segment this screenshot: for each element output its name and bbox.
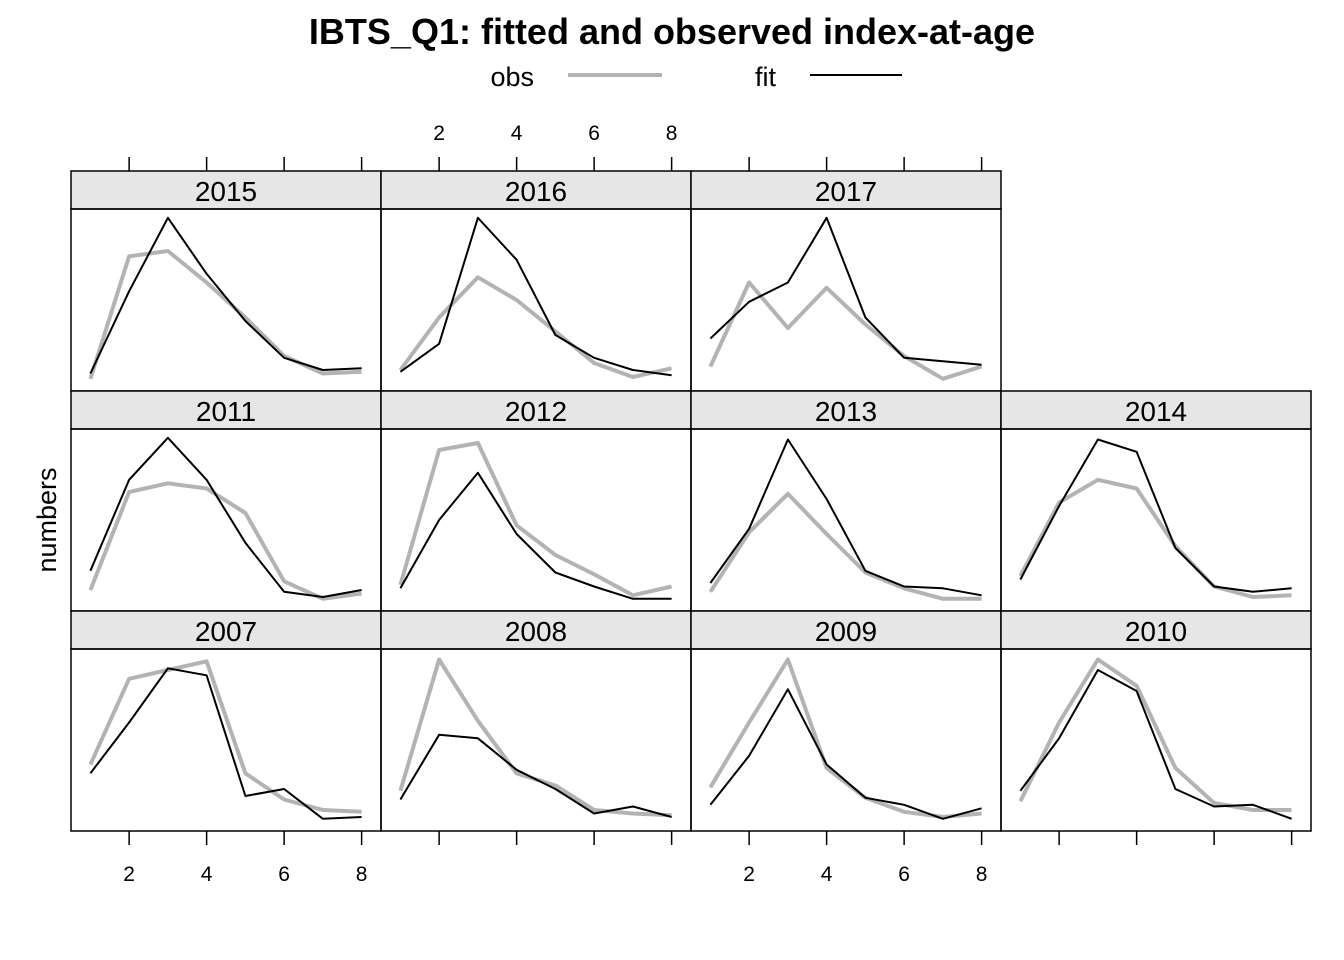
strip-label-2015: 2015 (195, 176, 257, 207)
strip-2013 (690, 390, 1002, 430)
panel-2008: 2008 (380, 610, 692, 832)
series-obs-2014 (1018, 477, 1292, 599)
strip-2008 (380, 610, 692, 650)
strip-2017 (690, 170, 1002, 210)
panel-grid: 2015 2016 2017 2011 2012 2013 2014 2007 2008 2009… (70, 170, 1312, 832)
strip-label-2012: 2012 (505, 396, 567, 427)
panel-2013: 2013 (690, 390, 1002, 612)
plot-area-2008 (380, 648, 692, 832)
bottom-tick-label: 6 (898, 863, 910, 886)
strip-2014 (1000, 390, 1312, 430)
panel-2015: 2015 (70, 170, 382, 392)
top-tick-label: 4 (511, 122, 523, 145)
strip-2011 (70, 390, 382, 430)
series-obs-2007 (88, 659, 362, 814)
plot-area-2013 (690, 428, 1002, 612)
strip-label-2010: 2010 (1125, 616, 1187, 647)
series-obs-2015 (88, 249, 362, 380)
series-fit-2009 (709, 688, 982, 820)
y-axis-label: numbers (32, 467, 62, 572)
strip-label-2009: 2009 (815, 616, 877, 647)
panel-2011: 2011 (70, 390, 382, 612)
bottom-tick-label: 6 (278, 863, 290, 886)
series-obs-2008 (398, 657, 672, 818)
series-fit-2016 (399, 216, 672, 377)
top-tick-label: 8 (666, 122, 678, 145)
chart-title: IBTS_Q1: fitted and observed index-at-ag… (309, 11, 1035, 52)
panel-2014: 2014 (1000, 390, 1312, 612)
plot-area-2016 (380, 208, 692, 392)
bottom-tick-label: 2 (743, 863, 755, 886)
panel-2007: 2007 (70, 610, 382, 832)
series-obs-2013 (708, 491, 982, 601)
strip-label-2008: 2008 (505, 616, 567, 647)
strip-2009 (690, 610, 1002, 650)
strip-label-2017: 2017 (815, 176, 877, 207)
strip-label-2016: 2016 (505, 176, 567, 207)
plot-area-2012 (380, 428, 692, 612)
strip-2007 (70, 610, 382, 650)
strip-label-2007: 2007 (195, 616, 257, 647)
series-obs-2012 (398, 441, 673, 598)
series-fit-2008 (399, 733, 672, 818)
strip-2015 (70, 170, 382, 210)
bottom-tick-label: 4 (201, 863, 213, 886)
top-tick-label: 6 (588, 122, 600, 145)
series-obs-2010 (1018, 657, 1292, 812)
bottom-tick-label: 8 (356, 863, 368, 886)
series-fit-2012 (399, 471, 672, 600)
plot-area-2017 (690, 208, 1002, 392)
strip-label-2013: 2013 (815, 396, 877, 427)
top-tick-label: 2 (433, 122, 445, 145)
series-fit-2014 (1019, 438, 1292, 593)
legend-label-fit: fit (755, 62, 777, 92)
series-fit-2017 (709, 216, 982, 366)
bottom-tick-label: 4 (821, 863, 833, 886)
series-fit-2015 (89, 216, 362, 374)
panel-2010: 2010 (1000, 610, 1312, 832)
series-obs-2016 (398, 275, 673, 379)
series-fit-2011 (89, 436, 362, 598)
legend-label-obs: obs (490, 62, 534, 92)
panel-2009: 2009 (690, 610, 1002, 832)
axis-ticks: 2 4 6 8 2 4 6 8 2 4 6 8 (123, 122, 1293, 886)
bottom-tick-label: 8 (976, 863, 988, 886)
series-obs-2011 (88, 481, 362, 601)
panel-2016: 2016 (380, 170, 692, 392)
legend: obs fit (490, 62, 902, 92)
series-fit-2013 (709, 438, 982, 597)
strip-label-2011: 2011 (196, 396, 256, 427)
plot-area-2010 (1000, 648, 1312, 832)
panel-2017: 2017 (690, 170, 1002, 392)
bottom-tick-label: 2 (123, 863, 135, 886)
strip-2010 (1000, 610, 1312, 650)
panel-2012: 2012 (380, 390, 692, 612)
series-obs-2009 (708, 657, 982, 819)
series-fit-2010 (1019, 669, 1292, 820)
plot-area-2007 (70, 648, 382, 832)
series-fit-2007 (89, 667, 362, 820)
strip-label-2014: 2014 (1125, 396, 1187, 427)
series-obs-2017 (708, 280, 983, 381)
